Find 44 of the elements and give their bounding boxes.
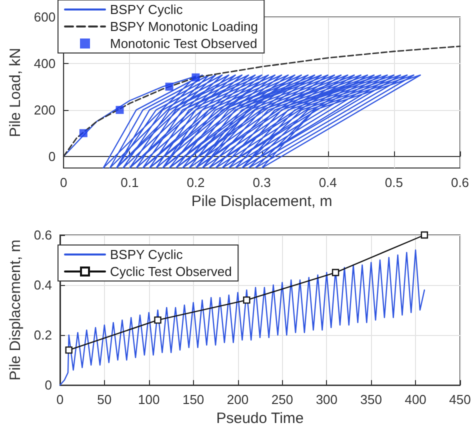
x-tick-label: 0.4 xyxy=(318,175,337,190)
x-tick-label: 0.5 xyxy=(384,175,403,190)
x-tick-label: 400 xyxy=(404,392,426,408)
y-tick-label: 200 xyxy=(34,102,56,118)
x-tick-label: 0.3 xyxy=(252,175,271,190)
line-series xyxy=(59,249,426,386)
x-tick-label: 200 xyxy=(226,392,249,408)
y-tick-label: 400 xyxy=(34,56,56,71)
y-tick-label: 600 xyxy=(34,10,56,24)
point xyxy=(420,231,428,239)
point xyxy=(65,346,72,354)
x-tick-label: 0 xyxy=(60,175,68,190)
y-tick-label: 0 xyxy=(48,148,56,164)
x-tick-label: 450 xyxy=(449,392,471,408)
x-tick-label: 0.6 xyxy=(450,175,470,190)
legend-label: BSPY Cyclic xyxy=(110,2,184,17)
legend-label: BSPY Cyclic xyxy=(110,247,184,262)
y-tick-label: 0.6 xyxy=(34,228,52,242)
point xyxy=(79,129,88,138)
legend-label: BSPY Monotonic Loading xyxy=(110,19,258,34)
point xyxy=(332,268,340,276)
line-series xyxy=(62,74,421,169)
point xyxy=(154,316,162,324)
y-axis-title: Pile Displacement, m xyxy=(7,240,24,380)
x-tick-label: 100 xyxy=(138,392,160,408)
x-tick-label: 300 xyxy=(316,392,338,408)
x-tick-label: 350 xyxy=(360,392,382,408)
x-tick-label: 250 xyxy=(271,392,294,408)
x-tick-label: 0.1 xyxy=(120,175,139,190)
y-axis-title: Pile Load, kN xyxy=(7,48,24,138)
point xyxy=(243,296,250,304)
x-tick-label: 50 xyxy=(97,392,112,408)
point xyxy=(116,106,124,114)
legend-label: Cyclic Test Observed xyxy=(110,264,232,279)
y-tick-label: 0.4 xyxy=(34,278,52,293)
x-axis-title: Pseudo Time xyxy=(216,410,304,427)
legend-label: Monotonic Test Observed xyxy=(110,36,258,51)
y-tick-label: 0 xyxy=(44,378,52,393)
point xyxy=(192,73,200,82)
x-tick-label: 0.2 xyxy=(186,175,205,190)
point xyxy=(165,82,174,91)
x-tick-label: 150 xyxy=(182,392,204,408)
y-tick-label: 0.2 xyxy=(34,328,52,343)
x-axis-title: Pile Displacement, m xyxy=(191,192,332,210)
